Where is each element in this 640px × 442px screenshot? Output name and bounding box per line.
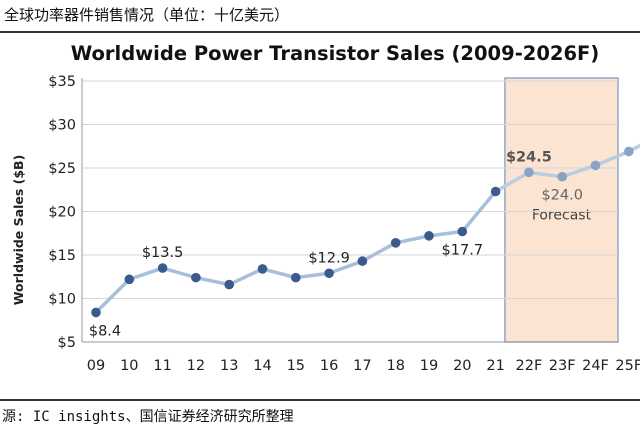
- x-tick-label: 11: [153, 358, 171, 374]
- x-tick-label: 24F: [582, 358, 609, 374]
- data-label: $8.4: [89, 323, 121, 339]
- data-point: [457, 226, 468, 237]
- y-tick-label: $30: [48, 118, 76, 134]
- x-tick-label: 17: [353, 358, 371, 374]
- data-label: $24.5: [506, 149, 552, 165]
- data-point: [157, 263, 168, 273]
- data-label: $13.5: [142, 245, 184, 261]
- data-label: $12.9: [308, 250, 350, 266]
- x-tick-label: 19: [420, 358, 438, 374]
- data-point: [291, 272, 301, 283]
- x-tick-label: 18: [386, 358, 404, 374]
- line-chart: Worldwide Power Transistor Sales (2009-2…: [11, 42, 640, 374]
- y-tick-label: $10: [48, 292, 76, 308]
- data-point: [124, 274, 135, 285]
- data-point: [191, 272, 201, 283]
- top-rule: [0, 31, 640, 33]
- data-label: $17.7: [442, 243, 484, 259]
- y-axis-label: Worldwide Sales ($B): [11, 155, 26, 306]
- y-tick-label: $15: [48, 248, 76, 264]
- data-point: [91, 307, 101, 318]
- data-point: [324, 268, 334, 279]
- y-tick-label: $25: [48, 161, 76, 177]
- x-tick-label: 10: [120, 358, 138, 374]
- source-note: 源: IC insights、国信证券经济研究所整理: [2, 409, 294, 425]
- y-tick-label: $5: [58, 335, 76, 351]
- data-point: [490, 186, 501, 197]
- data-point: [357, 256, 368, 266]
- chart-caption: 全球功率器件销售情况（单位：十亿美元）: [4, 6, 290, 24]
- x-tick-label: 20: [453, 358, 471, 374]
- series-line-forecast: [494, 143, 640, 194]
- chart-title: Worldwide Power Transistor Sales (2009-2…: [71, 42, 600, 65]
- bottom-rule: [0, 399, 640, 401]
- x-tick-label: 16: [320, 358, 338, 374]
- data-point: [524, 167, 534, 178]
- data-point: [224, 279, 234, 290]
- data-point: [557, 171, 567, 182]
- x-tick-label: 12: [187, 358, 205, 374]
- x-tick-label: 23F: [549, 358, 576, 374]
- data-point: [390, 238, 401, 248]
- x-tick-label: 25F: [615, 358, 640, 374]
- x-tick-label: 09: [87, 358, 105, 374]
- x-tick-label: 13: [220, 358, 238, 374]
- y-tick-label: $20: [48, 205, 76, 221]
- data-point: [590, 160, 601, 171]
- data-point: [257, 264, 268, 274]
- x-tick-label: 22F: [516, 358, 543, 374]
- x-tick-label: 21: [486, 358, 504, 374]
- x-tick-label: 14: [253, 358, 271, 374]
- forecast-label: Forecast: [532, 207, 592, 223]
- x-tick-label: 15: [287, 358, 305, 374]
- data-point: [424, 231, 434, 241]
- y-tick-label: $35: [48, 74, 76, 90]
- data-label: $24.0: [541, 188, 583, 204]
- data-point: [624, 146, 634, 157]
